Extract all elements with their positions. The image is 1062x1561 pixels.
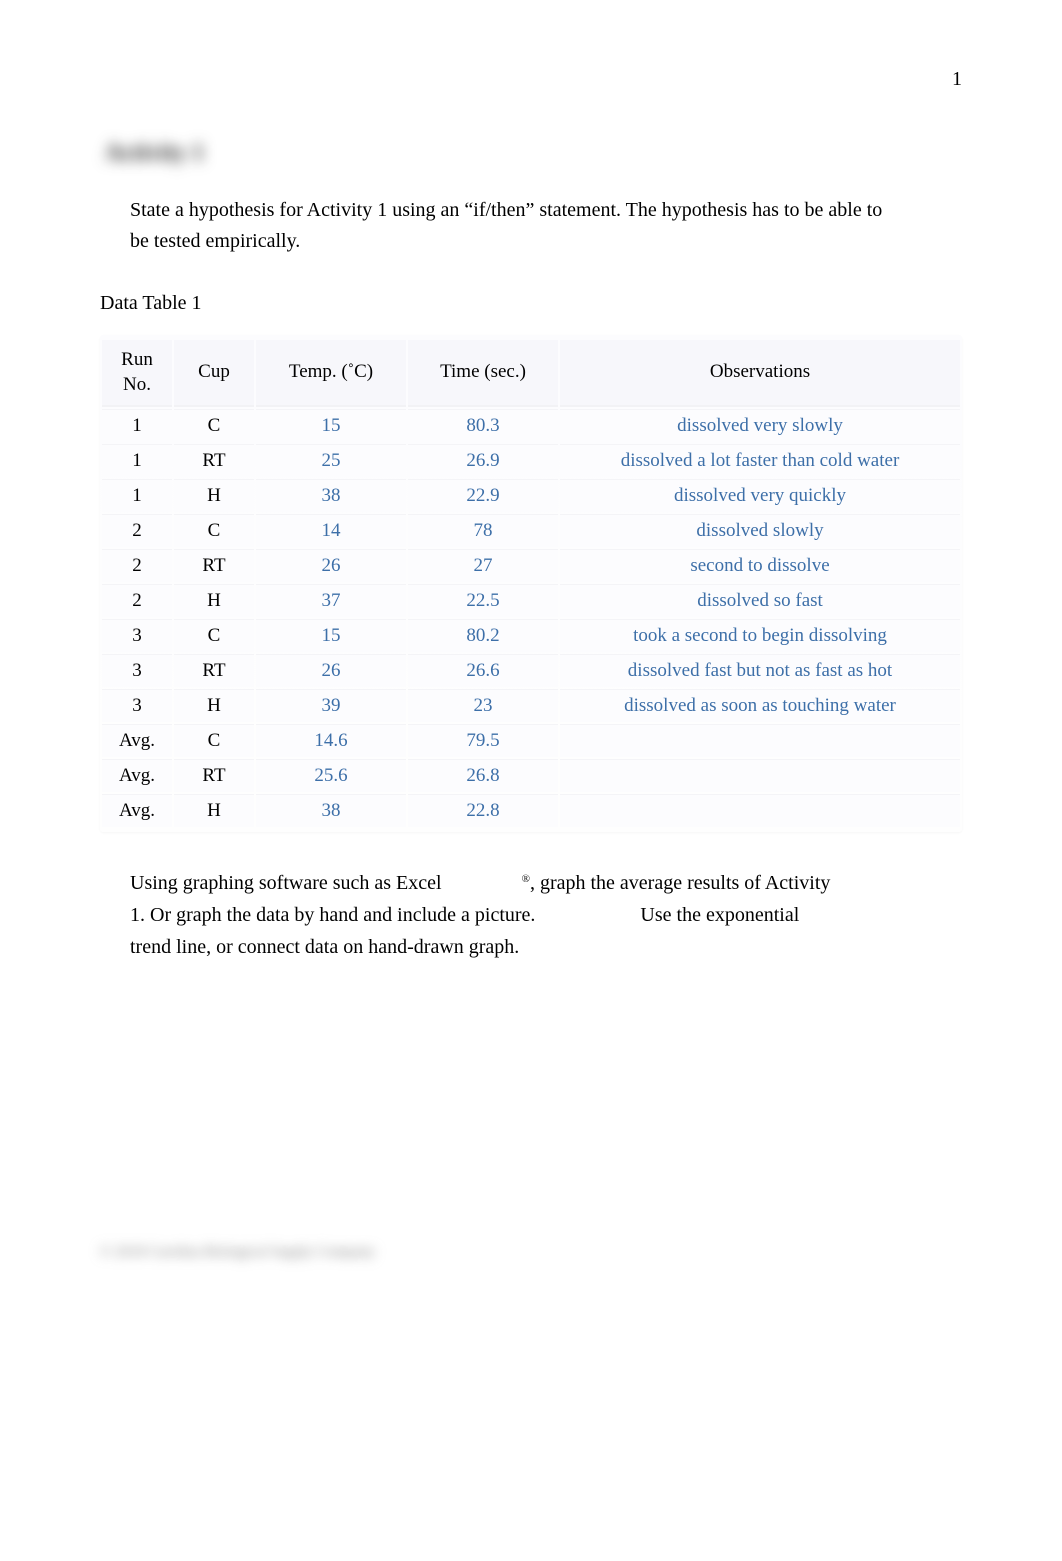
cell-cup: H (174, 479, 254, 512)
col-header-cup: Cup (174, 340, 254, 407)
table-row: Avg.H3822.8 (102, 794, 960, 827)
cell-time: 78 (408, 514, 558, 547)
cell-temp: 15 (256, 409, 406, 442)
hypothesis-prompt: State a hypothesis for Activity 1 using … (130, 195, 890, 257)
cell-time: 22.9 (408, 479, 558, 512)
table-body: 1C1580.3dissolved very slowly1RT2526.9di… (102, 409, 960, 827)
col-header-time: Time (sec.) (408, 340, 558, 407)
cell-temp: 14 (256, 514, 406, 547)
cell-temp: 38 (256, 794, 406, 827)
table-row: 3RT2626.6dissolved fast but not as fast … (102, 654, 960, 687)
table-row: 3C1580.2took a second to begin dissolvin… (102, 619, 960, 652)
footer-copyright-blurred: © 2018 Carolina Biological Supply Compan… (100, 1244, 375, 1261)
cell-temp: 25 (256, 444, 406, 477)
cell-time: 26.6 (408, 654, 558, 687)
cell-temp: 15 (256, 619, 406, 652)
table-caption: Data Table 1 (100, 292, 962, 315)
table-row: 3H3923dissolved as soon as touching wate… (102, 689, 960, 722)
cell-observation: dissolved slowly (560, 514, 960, 547)
cell-temp: 37 (256, 584, 406, 617)
col-header-obs: Observations (560, 340, 960, 407)
col-header-temp: Temp. (˚C) (256, 340, 406, 407)
cell-run: 2 (102, 549, 172, 582)
cell-observation: dissolved a lot faster than cold water (560, 444, 960, 477)
cell-observation: took a second to begin dissolving (560, 619, 960, 652)
graph-text-p2: , graph the average results of Activity (530, 872, 830, 894)
cell-run: 3 (102, 689, 172, 722)
cell-cup: RT (174, 759, 254, 792)
activity-heading-blurred: Activity 1 (105, 140, 962, 167)
graph-text-l3: trend line, or connect data on hand-draw… (130, 936, 519, 958)
cell-observation (560, 724, 960, 757)
cell-temp: 25.6 (256, 759, 406, 792)
cell-observation (560, 759, 960, 792)
cell-run: Avg. (102, 794, 172, 827)
graph-text-p1: Using graphing software such as Excel (130, 872, 442, 894)
cell-run: Avg. (102, 724, 172, 757)
cell-run: 3 (102, 619, 172, 652)
cell-cup: C (174, 724, 254, 757)
cell-temp: 38 (256, 479, 406, 512)
cell-run: 3 (102, 654, 172, 687)
cell-time: 26.9 (408, 444, 558, 477)
data-table: Run No. Cup Temp. (˚C) Time (sec.) Obser… (100, 338, 962, 829)
cell-cup: H (174, 794, 254, 827)
cell-temp: 26 (256, 549, 406, 582)
cell-run: 2 (102, 584, 172, 617)
cell-cup: RT (174, 444, 254, 477)
cell-cup: C (174, 514, 254, 547)
table-header-row: Run No. Cup Temp. (˚C) Time (sec.) Obser… (102, 340, 960, 407)
cell-temp: 14.6 (256, 724, 406, 757)
cell-observation: dissolved very quickly (560, 479, 960, 512)
cell-observation (560, 794, 960, 827)
cell-observation: dissolved as soon as touching water (560, 689, 960, 722)
cell-temp: 26 (256, 654, 406, 687)
cell-cup: H (174, 689, 254, 722)
cell-cup: C (174, 619, 254, 652)
graph-text-l2b: Use the exponential (640, 904, 799, 926)
cell-run: 1 (102, 409, 172, 442)
cell-time: 27 (408, 549, 558, 582)
col-header-run-l2: No. (123, 374, 151, 395)
cell-time: 26.8 (408, 759, 558, 792)
table-row: Avg.RT25.626.8 (102, 759, 960, 792)
page-content: Activity 1 State a hypothesis for Activi… (0, 0, 1062, 963)
table-row: 1H3822.9dissolved very quickly (102, 479, 960, 512)
graph-instructions: Using graphing software such as Excel ®, … (130, 867, 930, 963)
cell-run: 2 (102, 514, 172, 547)
table-row: 2C1478dissolved slowly (102, 514, 960, 547)
page-number: 1 (952, 68, 962, 91)
cell-time: 80.2 (408, 619, 558, 652)
cell-run: 1 (102, 479, 172, 512)
cell-run: Avg. (102, 759, 172, 792)
cell-time: 22.5 (408, 584, 558, 617)
table-row: Avg.C14.679.5 (102, 724, 960, 757)
table-row: 1RT2526.9dissolved a lot faster than col… (102, 444, 960, 477)
data-table-container: Run No. Cup Temp. (˚C) Time (sec.) Obser… (100, 335, 962, 832)
cell-temp: 39 (256, 689, 406, 722)
cell-observation: second to dissolve (560, 549, 960, 582)
cell-observation: dissolved very slowly (560, 409, 960, 442)
table-row: 2H3722.5dissolved so fast (102, 584, 960, 617)
cell-cup: C (174, 409, 254, 442)
cell-time: 80.3 (408, 409, 558, 442)
cell-run: 1 (102, 444, 172, 477)
cell-observation: dissolved so fast (560, 584, 960, 617)
col-header-run-l1: Run (121, 349, 153, 370)
cell-cup: H (174, 584, 254, 617)
cell-time: 79.5 (408, 724, 558, 757)
cell-cup: RT (174, 549, 254, 582)
registered-mark: ® (522, 873, 530, 885)
table-row: 2RT2627second to dissolve (102, 549, 960, 582)
cell-cup: RT (174, 654, 254, 687)
col-header-run: Run No. (102, 340, 172, 407)
graph-text-l2a: 1. Or graph the data by hand and include… (130, 904, 535, 926)
cell-time: 22.8 (408, 794, 558, 827)
table-row: 1C1580.3dissolved very slowly (102, 409, 960, 442)
col-header-cup-l2: Cup (198, 361, 230, 382)
cell-observation: dissolved fast but not as fast as hot (560, 654, 960, 687)
cell-time: 23 (408, 689, 558, 722)
